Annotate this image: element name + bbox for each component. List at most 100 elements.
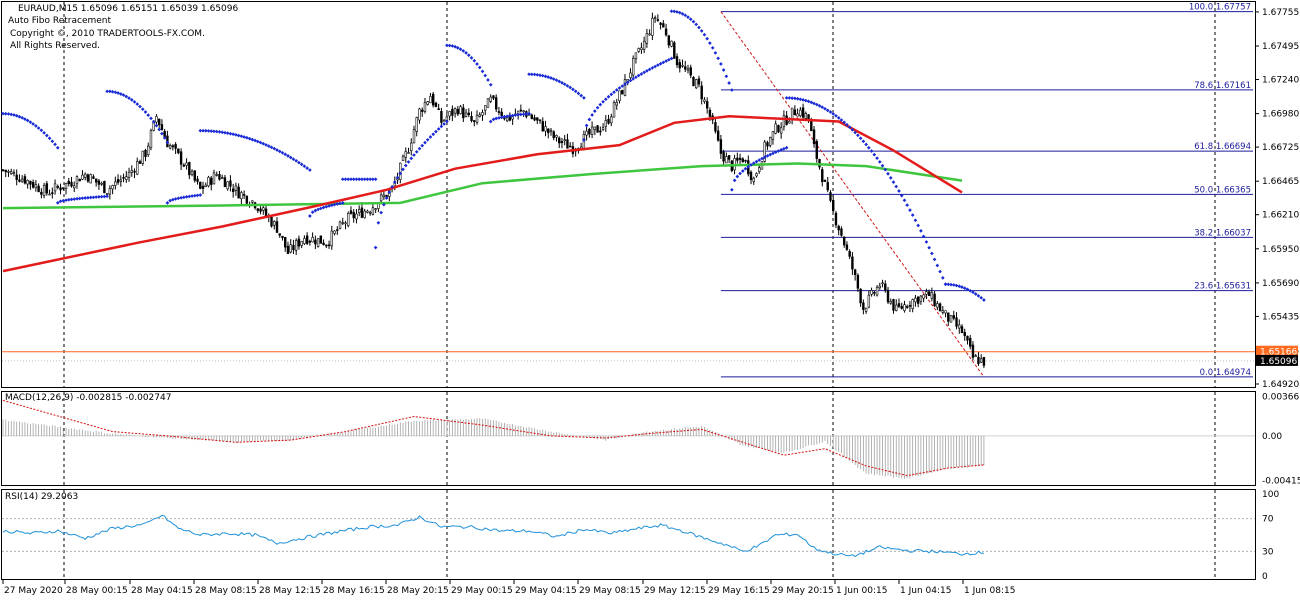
candle-body — [234, 185, 238, 191]
candle-body — [251, 200, 254, 203]
sar-dot — [488, 119, 493, 124]
sar-dot — [949, 282, 953, 287]
candle-body — [292, 244, 295, 251]
sar-dot — [340, 201, 345, 205]
candle-body — [160, 124, 164, 131]
sar-dot — [390, 185, 394, 189]
candle-body — [316, 238, 320, 247]
x-tick-label: 28 May 20:15 — [387, 586, 449, 596]
candle-body — [434, 102, 438, 107]
sar-dot — [883, 167, 888, 172]
candle-body — [708, 109, 712, 117]
candle-body — [966, 335, 969, 341]
candle-body — [640, 47, 643, 50]
sar-dot — [814, 102, 819, 107]
candle-body — [955, 317, 958, 327]
candle-body — [407, 152, 410, 154]
sar-dot — [516, 113, 520, 117]
candle-body — [311, 237, 314, 243]
macd-series — [2, 399, 985, 479]
x-tick-label: 27 May 2020 — [4, 586, 63, 596]
sar-dot — [343, 177, 348, 182]
candle-body — [832, 200, 835, 212]
candle-body — [34, 184, 38, 189]
sar-dot — [784, 96, 789, 100]
sar-dot — [77, 196, 82, 201]
x-tick-label: 29 May 08:15 — [579, 586, 641, 596]
sar-dot — [302, 164, 307, 169]
sar-dot — [477, 65, 482, 70]
candle-body — [886, 289, 890, 303]
candle-body — [889, 301, 892, 304]
candle-body — [547, 128, 550, 134]
sar-dot — [877, 160, 882, 164]
rsi-label: RSI(14) 29.2063 — [5, 492, 79, 502]
candle-body — [725, 156, 728, 164]
sar-dot — [116, 91, 120, 95]
sar-dot — [231, 132, 235, 137]
sar-dot — [494, 116, 499, 121]
candle-body — [648, 33, 651, 36]
candle-body — [560, 141, 564, 144]
candle-body — [914, 297, 917, 303]
candle-body — [245, 195, 249, 204]
sar-dot — [31, 122, 35, 126]
candle-body — [601, 127, 605, 130]
candle-body — [673, 42, 676, 59]
panel-frames — [1, 1, 1256, 580]
candle-body — [223, 177, 227, 188]
candle-body — [949, 315, 953, 323]
sar-dot — [927, 245, 931, 250]
sar-dot — [171, 197, 175, 202]
sar-dot — [305, 166, 309, 170]
candle-body — [401, 155, 405, 161]
candle-body — [925, 291, 928, 295]
sar-dot — [223, 130, 227, 135]
candle-body — [431, 93, 435, 106]
rsi-line — [2, 514, 984, 558]
sar-dot — [442, 122, 446, 126]
candle-body — [437, 108, 440, 111]
candle-body — [18, 179, 21, 182]
sar-dot — [187, 194, 192, 199]
candle-body — [349, 210, 353, 214]
candle-body — [297, 238, 301, 247]
candle-body — [727, 155, 731, 160]
candle-body — [289, 244, 292, 253]
candle-body — [284, 237, 287, 248]
sar-dot — [888, 176, 893, 180]
candle-body — [168, 145, 172, 149]
sar-dot — [206, 129, 211, 133]
sar-dot — [64, 198, 68, 203]
sar-dot — [299, 162, 304, 167]
candle-body — [897, 303, 901, 307]
candle-body — [40, 191, 43, 195]
sar-dot — [55, 145, 60, 150]
main-panel-frame — [1, 1, 1256, 388]
sar-dot — [124, 94, 129, 99]
candle-body — [596, 125, 599, 133]
candle-body — [566, 139, 569, 149]
sar-dot — [340, 177, 345, 182]
indicator-name: Auto Fibo Retracement — [8, 16, 112, 26]
x-tick-label: 28 May 04:15 — [131, 586, 193, 596]
candle-body — [308, 240, 312, 243]
candle-body — [399, 162, 402, 180]
sar-dot — [129, 98, 134, 102]
sar-dot — [625, 80, 630, 85]
candle-body — [821, 169, 824, 183]
candle-body — [859, 288, 862, 304]
sar-dot — [242, 135, 246, 139]
x-tick-label: 28 May 00:15 — [66, 586, 128, 596]
candle-body — [971, 344, 975, 358]
sar-dot — [261, 141, 266, 146]
macd-tick-label: -0.004157 — [1262, 476, 1300, 486]
candle-body — [749, 171, 753, 180]
candle-body — [969, 337, 972, 347]
candle-body — [262, 207, 265, 211]
candle-body — [218, 174, 221, 180]
parabolic-sar-series — [1, 9, 986, 302]
candle-body — [484, 105, 487, 111]
sar-dot — [579, 93, 583, 98]
sar-dot — [910, 213, 915, 217]
